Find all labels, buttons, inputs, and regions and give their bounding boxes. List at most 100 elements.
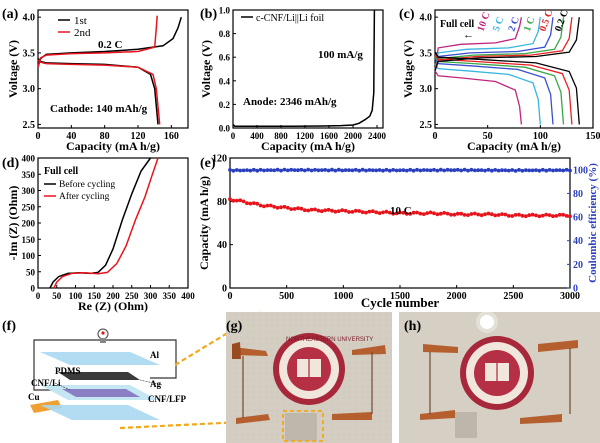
efficiency-point [275, 167, 280, 172]
efficiency-point [534, 168, 538, 173]
efficiency-point [309, 168, 314, 173]
efficiency-point [510, 168, 515, 172]
x-tick-label: 150 [586, 131, 600, 142]
series-line-2nd [37, 15, 158, 68]
efficiency-point [513, 169, 518, 173]
rate-label: 10 C [390, 205, 412, 217]
efficiency-point [384, 167, 389, 172]
x-tick-label: 100 [533, 131, 548, 142]
efficiency-point [425, 168, 430, 173]
efficiency-point [251, 167, 256, 172]
capacity-point [459, 211, 464, 216]
efficiency-point [418, 168, 423, 173]
discharge-curve-5 C [434, 63, 541, 125]
y-right-tick-label: 0 [573, 284, 578, 295]
capacity-point [330, 208, 334, 213]
rate-label-3: 1 C [522, 15, 537, 33]
panel-label-c: (c) [399, 7, 415, 22]
efficiency-point [486, 167, 491, 172]
efficiency-point [459, 168, 464, 173]
capacity-point [564, 214, 569, 218]
rate-label: 100 mA/g [318, 49, 363, 61]
panel-label-h: (h) [404, 319, 421, 334]
battery-device [455, 412, 477, 438]
capacity-point [421, 212, 426, 217]
capacity-point [479, 213, 484, 218]
series-line-2nd [37, 59, 161, 125]
efficiency-point [391, 168, 396, 172]
plot-marks: 0 40 80 120 160 2.5 3.0 3.5 4.0 [23, 13, 183, 142]
efficiency-point [466, 168, 470, 173]
efficiency-point [520, 168, 525, 173]
panel-e: (e) 0 500 1000 1500 2000 2500 3000040801200204… [197, 154, 599, 311]
capacity-point [411, 210, 416, 215]
capacity-point [302, 208, 307, 213]
efficiency-point [364, 168, 368, 173]
efficiency-point [479, 168, 484, 173]
efficiency-point [489, 168, 494, 173]
capacity-point [258, 203, 263, 208]
efficiency-point [313, 167, 317, 172]
panel-a: (a) 0 40 80 120 160 2.5 3.0 3.5 4.0 Capacity (mA… [2, 7, 189, 153]
y-tick-label: 0 [222, 284, 227, 295]
efficiency-point [435, 168, 440, 173]
efficiency-point [496, 168, 501, 173]
efficiency-point [408, 167, 413, 172]
efficiency-point [289, 167, 294, 172]
efficiency-point [336, 167, 341, 172]
plot-marks: 0 50 100 150 2.5 3.0 3.5 4.0 [420, 13, 600, 142]
efficiency-point [401, 168, 406, 173]
y-tick-label: 0.8 [219, 29, 231, 39]
capacity-point [364, 210, 368, 215]
cnf-li-layer [58, 372, 140, 380]
capacity-point [289, 207, 294, 212]
efficiency-point [282, 167, 287, 172]
x-tick-label: 0 [36, 131, 41, 142]
efficiency-point [523, 168, 528, 173]
rate-label-2: 2 C [506, 15, 521, 33]
x-tick-label: 150 [88, 291, 102, 301]
capacity-point [449, 212, 453, 217]
x-tick-label: 400 [181, 291, 195, 301]
capacity-point [513, 213, 518, 217]
efficiency-point [231, 168, 236, 173]
x-tick-label: 1500 [390, 291, 410, 302]
discharge-curve-2 C [434, 58, 554, 125]
capacity-point [285, 205, 290, 210]
capacity-point [248, 201, 253, 206]
capacity-point [483, 212, 487, 217]
capacity-point [418, 211, 423, 216]
university-seal [460, 336, 534, 410]
y-tick-label: 3.5 [23, 48, 36, 59]
discharge-curve-0.5 C [434, 53, 573, 125]
capacity-point [415, 210, 419, 215]
panel-label-b: (b) [200, 7, 217, 22]
y-tick-label: 0.6 [219, 53, 231, 63]
capacity-point [350, 210, 355, 214]
x-axis-label: Re (Z) (Ohm) [78, 299, 148, 313]
efficiency-point [442, 168, 447, 173]
capacity-point [537, 214, 542, 219]
panel-label-d: (d) [2, 156, 19, 171]
capacity-point [398, 210, 402, 215]
y-tick-label: 350 [22, 170, 36, 180]
efficiency-point [472, 168, 477, 173]
capacity-point [251, 201, 256, 206]
x-tick-label: 400 [250, 131, 264, 141]
capacity-point [493, 213, 498, 218]
efficiency-point [350, 168, 355, 173]
panel-f: (f) Al PDMS CNF/Li Ag Cu CNF/LFP [2, 311, 284, 430]
y-axis-label: Voltage (V) [401, 40, 415, 98]
capacity-point [306, 208, 311, 213]
efficiency-point [462, 167, 467, 172]
alligator-clip [236, 414, 270, 424]
efficiency-point [302, 168, 307, 173]
efficiency-point [404, 168, 409, 173]
efficiency-point [428, 168, 433, 173]
alligator-clip [538, 340, 578, 352]
discharge-curve-1 C [434, 56, 565, 125]
capacity-point [377, 211, 382, 216]
capacity-point [279, 205, 283, 210]
efficiency-point [234, 168, 239, 172]
